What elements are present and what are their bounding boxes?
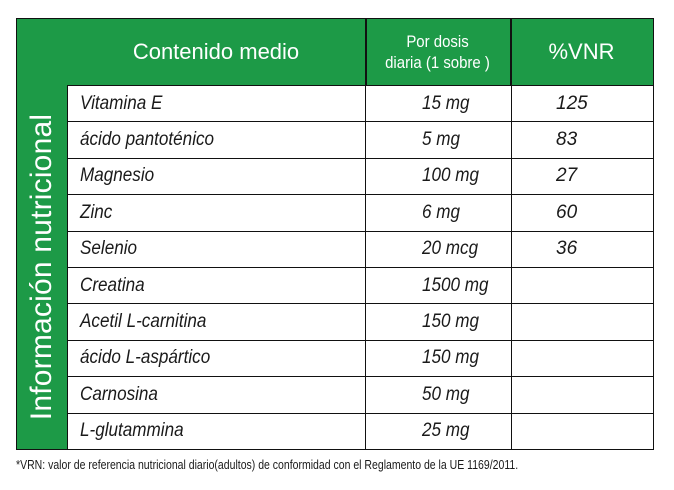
nutrient-name: Magnesio xyxy=(80,165,155,187)
nutrient-dose: 15 mg xyxy=(365,86,511,122)
nutrient-vnr xyxy=(511,304,654,340)
nutrient-name: L-glutammina xyxy=(80,420,184,442)
side-label: Información nutricional xyxy=(25,113,58,421)
nutrient-vnr: 36 xyxy=(511,231,654,267)
table-row: ácido L-aspártico 150 mg xyxy=(68,339,654,377)
nutrient-vnr xyxy=(511,340,654,377)
table-row: Creatina 1500 mg xyxy=(68,267,654,304)
nutrient-dose: 6 mg xyxy=(365,195,511,231)
footnote: *VRN: valor de referencia nutricional di… xyxy=(16,458,519,472)
header-dose-line1: Por dosis xyxy=(406,32,469,51)
table-row: Vitamina E 15 mg 125 xyxy=(68,85,654,122)
nutrient-name: Vitamina E xyxy=(80,92,163,114)
nutrient-name: Carnosina xyxy=(80,383,158,405)
nutrient-dose: 5 mg xyxy=(365,122,511,158)
nutrient-dose: 50 mg xyxy=(365,377,511,413)
nutrient-dose: 20 mcg xyxy=(365,231,511,267)
nutrient-vnr xyxy=(511,377,654,413)
nutrient-vnr: 83 xyxy=(511,122,654,158)
nutrient-name: ácido L-aspártico xyxy=(80,347,211,369)
table-body: Vitamina E 15 mg 125 ácido pantoténico 5… xyxy=(67,85,654,449)
table-row: Selenio 20 mcg 36 xyxy=(68,230,654,267)
nutrient-dose: 1500 mg xyxy=(365,268,511,304)
table-row: L-glutammina 25 mg xyxy=(68,412,654,449)
header-divider xyxy=(510,19,512,85)
table-row: ácido pantoténico 5 mg 83 xyxy=(68,121,654,158)
nutrient-dose: 25 mg xyxy=(365,413,511,449)
nutrient-vnr xyxy=(511,268,654,304)
nutrient-vnr xyxy=(511,413,654,449)
nutrient-name: Creatina xyxy=(80,274,145,296)
header-dose: Por dosis diaria (1 sobre ) xyxy=(374,19,502,85)
nutrient-name: ácido pantoténico xyxy=(80,129,215,151)
side-label-band: Información nutricional xyxy=(17,85,67,449)
nutrient-name: Selenio xyxy=(80,238,138,260)
nutrient-name: Zinc xyxy=(80,201,113,223)
table-row: Zinc 6 mg 60 xyxy=(68,194,654,231)
header-content: Contenido medio xyxy=(132,39,300,64)
nutrient-dose: 150 mg xyxy=(365,304,511,340)
table-row: Acetil L-carnitina 150 mg xyxy=(68,303,654,340)
nutrient-vnr: 27 xyxy=(511,158,654,195)
nutrition-table: Información nutricional Contenido medio … xyxy=(16,18,654,450)
header-dose-line2: diaria (1 sobre ) xyxy=(385,53,490,72)
table-row: Carnosina 50 mg xyxy=(68,376,654,413)
header-vnr: %VNR xyxy=(548,39,615,64)
nutrient-name: Acetil L-carnitina xyxy=(80,311,207,333)
header-divider xyxy=(365,19,367,85)
nutrient-vnr: 60 xyxy=(511,195,654,231)
table-row: Magnesio 100 mg 27 xyxy=(68,157,654,195)
nutrient-dose: 100 mg xyxy=(365,158,511,195)
nutrient-vnr: 125 xyxy=(511,86,654,122)
nutrient-dose: 150 mg xyxy=(365,340,511,377)
